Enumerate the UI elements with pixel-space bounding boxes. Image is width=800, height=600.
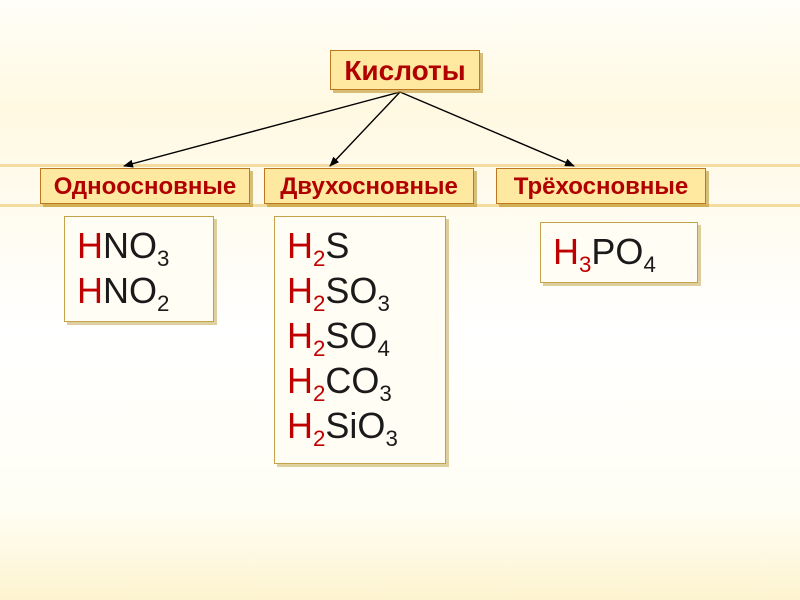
formula-residue: SO4: [325, 315, 389, 356]
formula-hydrogen: H: [77, 225, 103, 266]
formulas-tri: H3PO4: [540, 222, 698, 283]
formula-residue: NO2: [103, 270, 169, 311]
slide-stage: Кислоты Одноосновные Двухосновные Трёхос…: [0, 0, 800, 600]
chemical-formula: H3PO4: [553, 229, 685, 274]
formula-hydrogen: H2: [287, 405, 325, 446]
chemical-formula: H2CO3: [287, 358, 433, 403]
cat-mono-label: Одноосновные: [54, 173, 236, 200]
decorative-band-bottom: [0, 204, 800, 207]
chemical-formula: H2SO3: [287, 268, 433, 313]
formula-hydrogen: H2: [287, 315, 325, 356]
chemical-formula: H2S: [287, 223, 433, 268]
chemical-formula: HNO3: [77, 223, 201, 268]
formula-hydrogen: H3: [553, 231, 591, 272]
cat-tri: Трёхосновные: [496, 168, 706, 204]
arrow-to-mono: [124, 92, 400, 166]
cat-mono: Одноосновные: [40, 168, 250, 204]
cat-tri-label: Трёхосновные: [514, 173, 688, 200]
root-box: Кислоты: [330, 50, 480, 90]
formula-residue: PO4: [591, 231, 655, 272]
arrow-to-di: [330, 92, 400, 166]
formula-hydrogen: H2: [287, 270, 325, 311]
formulas-mono: HNO3HNO2: [64, 216, 214, 322]
chemical-formula: H2SO4: [287, 313, 433, 358]
cat-di: Двухосновные: [264, 168, 474, 204]
formula-residue: CO3: [325, 360, 391, 401]
formulas-di: H2SH2SO3H2SO4H2CO3H2SiO3: [274, 216, 446, 464]
formula-residue: NO3: [103, 225, 169, 266]
arrow-to-tri: [400, 92, 574, 166]
root-label: Кислоты: [344, 55, 465, 86]
formula-hydrogen: H: [77, 270, 103, 311]
chemical-formula: H2SiO3: [287, 403, 433, 448]
chemical-formula: HNO2: [77, 268, 201, 313]
cat-di-label: Двухосновные: [280, 173, 458, 200]
formula-hydrogen: H2: [287, 225, 325, 266]
formula-residue: SO3: [325, 270, 389, 311]
formula-residue: SiO3: [325, 405, 397, 446]
formula-residue: S: [325, 225, 349, 266]
decorative-band-top: [0, 164, 800, 167]
formula-hydrogen: H2: [287, 360, 325, 401]
